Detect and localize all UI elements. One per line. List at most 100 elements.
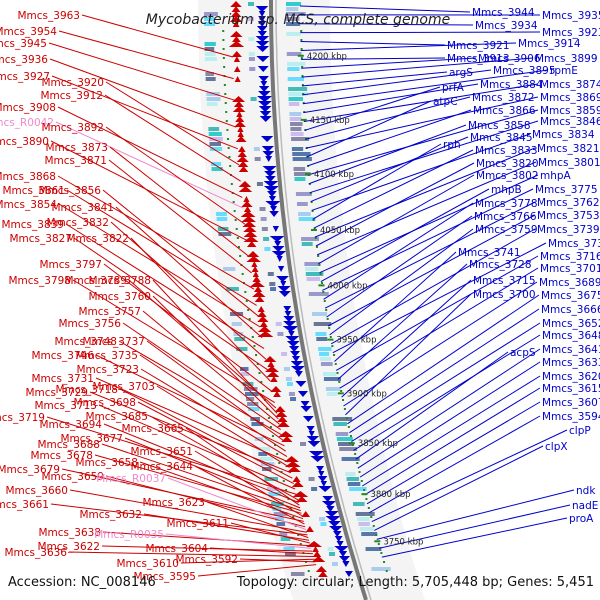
gene-label[interactable]: Mmcs_3594 [542,411,600,423]
gene-label[interactable]: rph [443,139,461,151]
gene-label[interactable]: Mmcs_3921 [447,40,510,52]
gene-label[interactable]: Mmcs_3651 [130,446,193,458]
gene-label[interactable]: clpP [569,425,591,437]
gene-label[interactable]: Mmcs_3665 [121,423,184,435]
gene-label[interactable]: atpC [433,96,458,108]
gene-label[interactable]: Mmcs_3798 [8,275,71,287]
gene-label[interactable]: Mmcs_3789 [64,275,127,287]
gene-label[interactable]: acpS [510,347,536,359]
gene-label[interactable]: Mmcs_3899 [535,53,598,65]
gene-label[interactable]: Mmcs_3636 [4,547,67,559]
gene-label[interactable]: Mmcs_3633 [542,357,600,369]
gene-label[interactable]: Mmcs_3954 [0,26,57,38]
gene-label[interactable]: Mmcs_3679 [0,464,60,476]
gene-label[interactable]: Mmcs_3741 [458,247,521,259]
gene-label[interactable]: Mmcs_3906 [478,53,541,65]
gene-label[interactable]: Mmcs_3778 [475,198,538,210]
gene-label[interactable]: Mmcs_3719 [0,412,45,424]
gene-label[interactable]: Mmcs_3846 [540,116,600,128]
gene-label[interactable]: Mmcs_3895 [493,65,556,77]
gene-label[interactable]: Mmcs_3703 [92,381,155,393]
gene-label[interactable]: Mmcs_3820 [476,158,539,170]
gene-label[interactable]: Mmcs_3923 [542,27,600,39]
gene-label[interactable]: Mmcs_3788 [88,275,151,287]
gene-label[interactable]: Mmcs_3839 [1,219,64,231]
gene-label[interactable]: Mmcs_3866 [473,105,536,117]
gene-label[interactable]: Mmcs_3660 [5,485,68,497]
gene-label[interactable]: Mmcs_3775 [535,184,598,196]
gene-label[interactable]: Mmcs_3685 [85,411,148,423]
gene-label[interactable]: Mmcs_3914 [518,38,581,50]
gene-label[interactable]: Mmcs_3827 [9,233,72,245]
gene-label[interactable]: Mmcs_3753 [537,210,600,222]
gene-label[interactable]: nadE [572,500,598,512]
gene-label[interactable]: Mmcs_3858 [468,120,531,132]
gene-label[interactable]: prfA [442,82,465,94]
gene-label[interactable]: Mmcs_3869 [540,92,600,104]
gene-label[interactable]: Mmcs_3623 [142,497,205,509]
gene-label[interactable]: Mmcs_R0035 [94,529,164,541]
gene-label[interactable]: Mmcs_3833 [475,145,538,157]
gene-label[interactable]: Mmcs_3620 [542,371,600,383]
gene-label[interactable]: Mmcs_3762 [537,197,600,209]
gene-label[interactable]: Mmcs_3872 [472,92,535,104]
gene-label[interactable]: Mmcs_3729 [25,387,88,399]
gene-label[interactable]: Mmcs_3739 [537,224,600,236]
gene-label[interactable]: Mmcs_3757 [78,306,141,318]
gene-label[interactable]: Mmcs_3873 [45,142,108,154]
gene-label[interactable]: Mmcs_3756 [58,318,121,330]
gene-label[interactable]: Mmcs_3760 [88,291,151,303]
gene-label[interactable]: Mmcs_3675 [541,290,600,302]
gene-label[interactable]: Mmcs_R0037 [96,473,166,485]
gene-label[interactable]: Mmcs_3658 [75,457,138,469]
gene-label[interactable]: Mmcs_3859 [540,105,600,117]
gene-label[interactable]: Mmcs_3822 [66,233,129,245]
gene-label[interactable]: Mmcs_3802 [476,170,539,182]
gene-label[interactable]: Mmcs_3652 [542,318,600,330]
gene-label[interactable]: Mmcs_3661 [0,499,49,511]
gene-label[interactable]: clpX [545,441,568,453]
gene-label[interactable]: Mmcs_3945 [0,38,47,50]
gene-label[interactable]: Mmcs_3715 [473,275,536,287]
gene-label[interactable]: Mmcs_3701 [540,263,600,275]
gene-label[interactable]: Mmcs_3638 [38,527,101,539]
gene-label[interactable]: Mmcs_3935 [542,10,600,22]
gene-label[interactable]: Mmcs_3604 [145,543,208,555]
gene-label[interactable]: Mmcs_3678 [30,450,93,462]
gene-label[interactable]: Mmcs_3677 [60,433,123,445]
gene-label[interactable]: Mmcs_3666 [541,304,600,316]
gene-label[interactable]: Mmcs_3735 [75,350,138,362]
gene-label[interactable]: Mmcs_R0042 [0,117,54,129]
gene-label[interactable]: Mmcs_3797 [39,259,102,271]
gene-label[interactable]: Mmcs_3648 [542,330,600,342]
gene-label[interactable]: Mmcs_3841 [51,202,114,214]
gene-label[interactable]: rpmE [550,65,578,77]
gene-label[interactable]: Mmcs_3610 [116,558,179,570]
gene-label[interactable]: Mmcs_3728 [469,259,532,271]
gene-label[interactable]: Mmcs_3688 [37,439,100,451]
gene-label[interactable]: Mmcs_3632 [79,509,142,521]
gene-label[interactable]: Mmcs_3731 [31,373,94,385]
gene-label[interactable]: Mmcs_3920 [41,77,104,89]
gene-label[interactable]: Mmcs_3723 [76,364,139,376]
gene-label[interactable]: Mmcs_3737 [82,336,145,348]
gene-label[interactable]: Mmcs_3912 [40,90,103,102]
gene-label[interactable]: Mmcs_3748 [54,336,117,348]
gene-label[interactable]: ndk [576,485,596,497]
gene-label[interactable]: Mmcs_3595 [133,571,196,583]
gene-label[interactable]: Mmcs_3713 [34,400,97,412]
gene-label[interactable]: Mmcs_3892 [41,122,104,134]
gene-label[interactable]: Mmcs_3718 [55,384,118,396]
gene-label[interactable]: Mmcs_3856 [38,185,101,197]
gene-label[interactable]: mhpA [540,170,572,182]
gene-label[interactable]: Mmcs_3700 [473,289,536,301]
gene-label[interactable]: Mmcs_3801 [538,157,600,169]
gene-label[interactable]: Mmcs_3659 [41,471,104,483]
gene-label[interactable]: Mmcs_3884 [480,79,543,91]
gene-label[interactable]: Mmcs_3963 [17,10,80,22]
gene-label[interactable]: Mmcs_3868 [0,171,56,183]
gene-label[interactable]: Mmcs_3854 [0,199,57,211]
gene-label[interactable]: mhpB [491,184,522,196]
gene-label[interactable]: argS [449,67,473,79]
gene-label[interactable]: Mmcs_3698 [73,397,136,409]
